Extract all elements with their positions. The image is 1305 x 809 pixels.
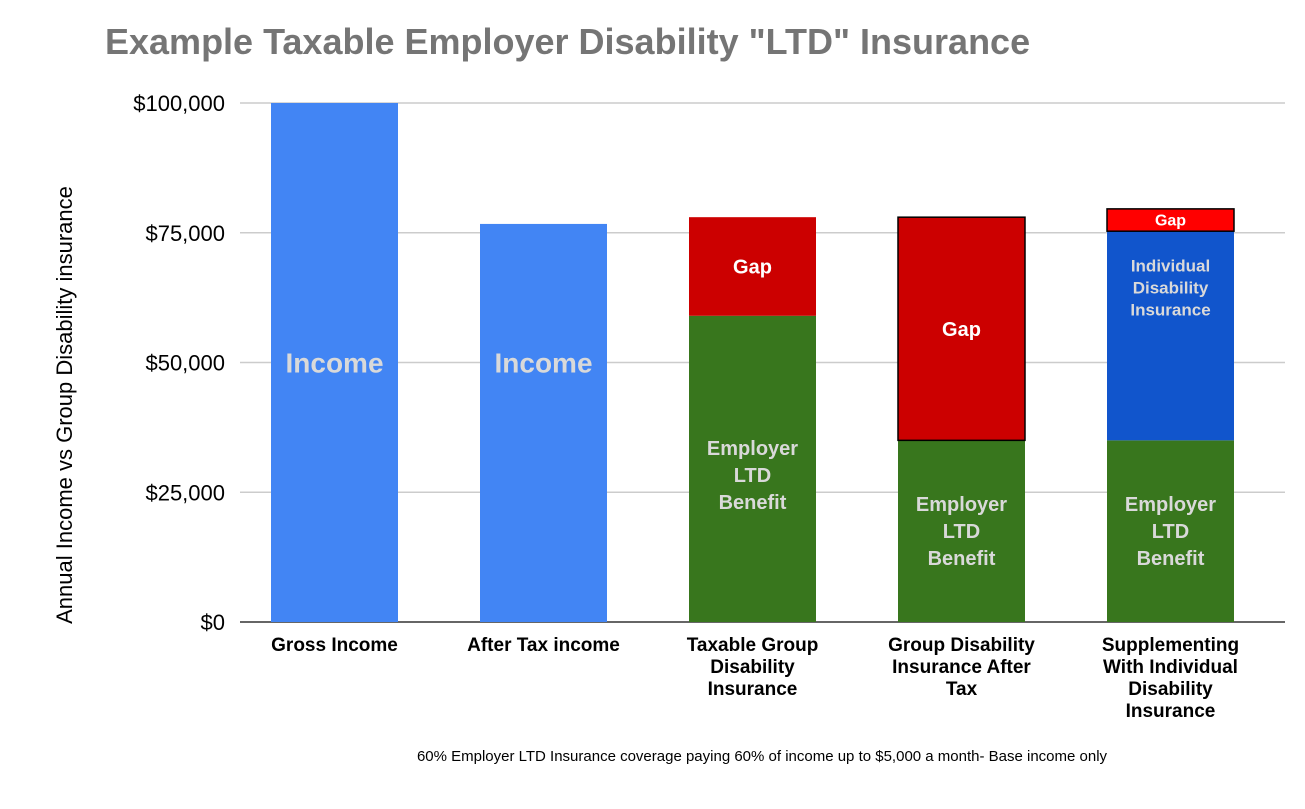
- segment-label: Individual Disability Insurance: [1130, 257, 1210, 320]
- bar-segment-employer-ltd-benefit: [898, 440, 1025, 622]
- x-tick-label: Gross Income: [271, 635, 398, 656]
- segment-label: Gap: [942, 319, 981, 341]
- y-tick-label: $25,000: [145, 480, 225, 505]
- x-tick-label: Taxable Group Disability Insurance: [687, 635, 819, 700]
- y-tick-label: $50,000: [145, 351, 225, 376]
- bar-segment-gap: [689, 217, 816, 316]
- segment-label: Gap: [733, 256, 772, 278]
- segment-label: Employer LTD Benefit: [916, 494, 1007, 570]
- bar-stack: Income: [480, 223, 607, 622]
- segment-label: Gap: [1155, 213, 1186, 230]
- bar-segment-employer-ltd-benefit: [1107, 440, 1234, 622]
- x-tick-label: Group Disability Insurance After Tax: [888, 635, 1035, 700]
- footnote: 60% Employer LTD Insurance coverage payi…: [417, 748, 1108, 765]
- bar-stack: Income: [271, 103, 398, 622]
- x-tick-label: After Tax income: [467, 635, 620, 656]
- bar-segment-employer-ltd-benefit: [689, 315, 816, 622]
- bar-segment-gap: [1106, 208, 1235, 232]
- segment-label: Employer LTD Benefit: [1125, 494, 1216, 570]
- bar-segment-income: [480, 223, 607, 622]
- segment-label: Employer LTD Benefit: [707, 438, 798, 514]
- bar-segment-individual-disability-insurance: [1107, 231, 1234, 441]
- y-tick-label: $100,000: [133, 91, 225, 116]
- segment-label: Income: [494, 348, 592, 379]
- chart-title: Example Taxable Employer Disability "LTD…: [105, 21, 1030, 62]
- segment-label: Income: [285, 348, 383, 379]
- y-tick-label: $0: [201, 610, 225, 635]
- bar-segment-income: [271, 103, 398, 622]
- bar-segment-gap: [897, 216, 1026, 442]
- y-axis-label: Annual Income vs Group Disability insura…: [52, 186, 77, 624]
- bar-stack: Employer LTD Benefit Gap: [897, 216, 1026, 622]
- y-tick-label: $75,000: [145, 221, 225, 246]
- bar-stack: Employer LTD Benefit Individual Disability In…: [1106, 208, 1235, 622]
- bar-stack: Employer LTD Benefit Gap: [689, 217, 816, 622]
- x-tick-label: Supplementing With Individual Disability In…: [1102, 635, 1239, 722]
